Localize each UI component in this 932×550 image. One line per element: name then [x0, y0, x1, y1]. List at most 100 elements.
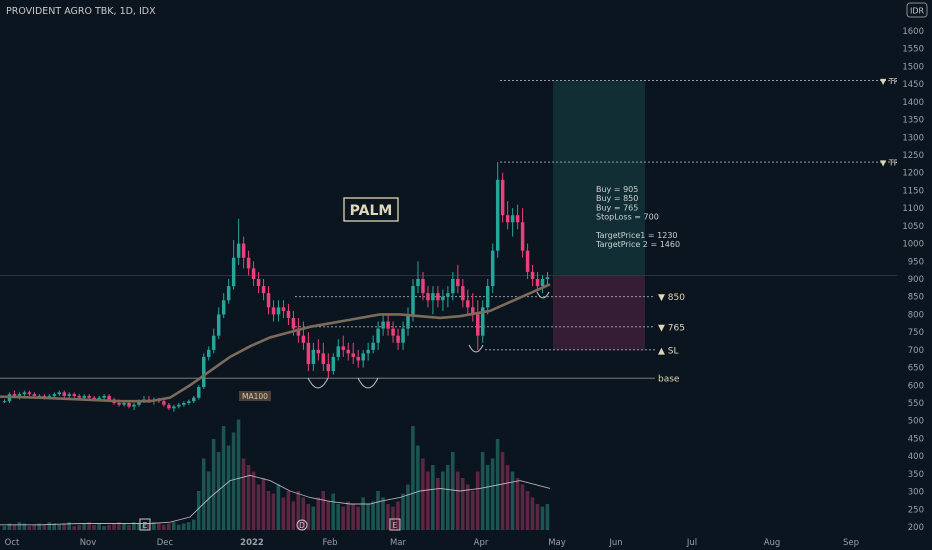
candle-body — [246, 257, 251, 269]
candle-body — [167, 404, 171, 409]
candle-body — [316, 349, 321, 354]
candle-body — [421, 279, 425, 294]
candle-body — [266, 293, 271, 308]
y-tick-label: 200 — [908, 523, 924, 533]
volume-bar — [281, 497, 286, 530]
candle-body — [540, 279, 545, 287]
candle-body — [535, 279, 540, 287]
volume-bar — [72, 526, 76, 530]
volume-bar — [261, 478, 266, 530]
volume-bar — [376, 491, 380, 530]
candle-body — [391, 328, 395, 336]
candle-body — [72, 394, 76, 396]
y-tick-label: 1350 — [902, 116, 924, 126]
volume-bar — [52, 523, 56, 530]
candle-body — [87, 395, 91, 398]
volume-bar — [87, 522, 91, 530]
candle-body — [386, 321, 390, 329]
volume-bar — [505, 465, 510, 530]
volume-bars — [0, 419, 551, 530]
y-tick-label: 250 — [908, 505, 924, 515]
volume-bar — [475, 471, 480, 530]
event-marker — [296, 519, 308, 531]
volume-bar — [12, 524, 17, 530]
volume-bar — [381, 497, 385, 530]
candle-body — [137, 401, 141, 405]
candle-body — [426, 293, 430, 301]
candle-body — [281, 307, 286, 311]
volume-ma-line — [0, 474, 551, 526]
candle-body — [481, 307, 485, 336]
candle-body — [361, 353, 365, 361]
candle-body — [545, 277, 550, 279]
volume-bar — [500, 452, 505, 530]
price-axis-bg — [897, 0, 932, 550]
y-tick-label: 1050 — [902, 222, 924, 232]
y-tick-label: 550 — [908, 399, 924, 409]
y-tick-label: 1150 — [902, 186, 924, 196]
volume-bar — [441, 471, 445, 530]
currency-badge[interactable]: IDR — [906, 2, 928, 18]
x-tick-label: Mar — [390, 538, 407, 548]
volume-bar — [201, 458, 206, 530]
candle-body — [77, 395, 81, 398]
y-tick-label: 950 — [908, 257, 924, 267]
volume-bar — [301, 497, 306, 530]
volume-bar — [107, 524, 111, 530]
candle-body — [371, 342, 375, 350]
note-line: TargetPrice1 = 1230 — [595, 231, 678, 240]
candle-body — [401, 328, 405, 343]
y-tick-label: 1250 — [902, 151, 924, 161]
candle-body — [500, 179, 505, 216]
volume-bar — [510, 471, 515, 530]
candle-body — [286, 310, 291, 318]
candle-body — [122, 403, 126, 405]
candle-body — [411, 286, 415, 315]
candle-body — [27, 392, 32, 395]
pattern-arc — [307, 377, 329, 389]
volume-bar — [97, 523, 101, 530]
volume-bar — [42, 524, 47, 530]
candle-body — [416, 279, 420, 287]
y-tick-label: 400 — [908, 452, 924, 462]
volume-bar — [361, 497, 365, 530]
volume-bar — [276, 484, 281, 530]
volume-bar — [411, 426, 415, 530]
moving-average: MA100 — [0, 283, 551, 403]
currency-badge-label: IDR — [910, 7, 925, 16]
volume-bar — [431, 465, 435, 530]
note-line: StopLoss = 700 — [596, 213, 659, 222]
y-tick-label: 300 — [908, 488, 924, 498]
volume-bar — [396, 501, 400, 530]
candle-body — [331, 356, 336, 372]
volume-bar — [2, 526, 7, 530]
volume-bar — [545, 504, 550, 530]
candle-body — [505, 215, 510, 223]
volume-bar — [181, 523, 186, 530]
candle-body — [291, 317, 296, 329]
candles — [2, 162, 550, 412]
candle-body — [97, 397, 101, 400]
y-tick-label: 600 — [908, 381, 924, 391]
ma100-line — [0, 283, 551, 403]
candle-body — [132, 404, 136, 407]
volume-bar — [112, 523, 116, 530]
volume-bar — [57, 524, 61, 530]
volume-bar — [167, 523, 171, 530]
candle-body — [197, 387, 201, 398]
y-tick-label: 1000 — [902, 240, 924, 250]
volume-bar — [142, 524, 146, 530]
symbol-box — [343, 197, 399, 222]
volume-bar — [127, 524, 131, 530]
volume-bar — [515, 478, 520, 530]
y-tick-label: 1100 — [902, 204, 924, 214]
candle-body — [261, 286, 266, 294]
candle-body — [376, 328, 380, 343]
candle-body — [351, 353, 355, 357]
candle-body — [236, 243, 241, 258]
symbol-label: PALM — [350, 203, 393, 219]
candle-body — [515, 215, 520, 223]
candle-body — [326, 364, 331, 372]
